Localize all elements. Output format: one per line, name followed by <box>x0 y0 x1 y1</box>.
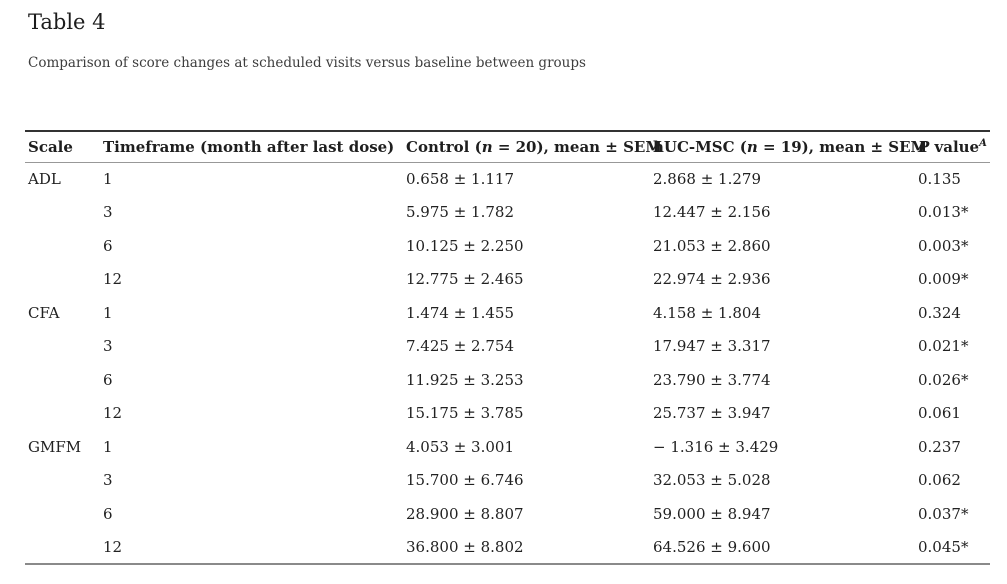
timeframe-cell: 6 <box>103 504 113 523</box>
control-cell: 36.800 ± 8.802 <box>406 537 524 556</box>
pvalue-cell: 0.237 <box>918 437 961 456</box>
timeframe-cell: 1 <box>103 170 113 188</box>
timeframe-cell: 12 <box>103 404 123 423</box>
pvalue-cell: 0.013* <box>918 203 969 222</box>
scale-cell <box>25 330 100 364</box>
timeframe-cell: 6 <box>103 236 113 255</box>
control-cell: 28.900 ± 8.807 <box>406 504 524 523</box>
header-italic-n: n <box>481 137 493 156</box>
header-text: = 19), mean ± SEM <box>757 137 928 156</box>
scale-cell: ADL <box>28 170 61 188</box>
header-text: = 20), mean ± SEM <box>492 137 662 156</box>
pvalue-cell: 0.135 <box>918 170 961 188</box>
hucmsc-cell: 17.947 ± 3.317 <box>653 337 771 356</box>
hucmsc-cell: 22.974 ± 2.936 <box>653 270 771 289</box>
control-cell: 15.175 ± 3.785 <box>406 404 524 423</box>
header-italic-p: P <box>918 137 930 156</box>
timeframe-cell: 1 <box>103 437 113 456</box>
hucmsc-cell: 25.737 ± 3.947 <box>653 404 771 423</box>
header-text: hUC-MSC ( <box>653 137 747 156</box>
hucmsc-cell: 12.447 ± 2.156 <box>653 203 771 222</box>
timeframe-cell: 3 <box>103 471 113 490</box>
table-row: 6 10.125 ± 2.250 21.053 ± 2.860 0.003* <box>25 229 990 263</box>
pvalue-cell: 0.003* <box>918 236 969 255</box>
col-header-timeframe: Timeframe (month after last dose) <box>100 131 403 163</box>
scale-cell: CFA <box>28 303 60 322</box>
table-row: 3 15.700 ± 6.746 32.053 ± 5.028 0.062 <box>25 464 990 498</box>
timeframe-cell: 3 <box>103 203 113 222</box>
table-row: 6 11.925 ± 3.253 23.790 ± 3.774 0.026* <box>25 363 990 397</box>
table-caption: Comparison of score changes at scheduled… <box>28 55 586 71</box>
header-italic-n: n <box>746 137 758 156</box>
pvalue-cell: 0.062 <box>918 471 961 490</box>
pvalue-cell: 0.009* <box>918 270 969 289</box>
pvalue-cell: 0.021* <box>918 337 969 356</box>
table-row: CFA 1 1.474 ± 1.455 4.158 ± 1.804 0.324 <box>25 296 990 330</box>
header-text: Control ( <box>406 137 482 156</box>
control-cell: 1.474 ± 1.455 <box>406 303 514 322</box>
control-cell: 15.700 ± 6.746 <box>406 471 524 490</box>
article-table-section: Table 4 Comparison of score changes at s… <box>25 10 990 565</box>
control-cell: 4.053 ± 3.001 <box>406 437 514 456</box>
scale-cell <box>25 531 100 565</box>
control-cell: 11.925 ± 3.253 <box>406 370 524 389</box>
pvalue-cell: 0.061 <box>918 404 961 423</box>
table-row: 3 5.975 ± 1.782 12.447 ± 2.156 0.013* <box>25 196 990 230</box>
hucmsc-cell: 23.790 ± 3.774 <box>653 370 771 389</box>
col-header-hucmsc: hUC-MSC (n = 19), mean ± SEM <box>650 131 927 163</box>
header-text: value <box>929 137 980 156</box>
hucmsc-cell: 21.053 ± 2.860 <box>653 236 771 255</box>
control-cell: 5.975 ± 1.782 <box>406 203 514 222</box>
timeframe-cell: 6 <box>103 370 113 389</box>
scale-cell <box>25 464 100 498</box>
scale-cell <box>25 397 100 431</box>
table-row: 12 15.175 ± 3.785 25.737 ± 3.947 0.061 <box>25 397 990 431</box>
col-header-scale: Scale <box>25 131 100 163</box>
scale-cell <box>25 497 100 531</box>
hucmsc-cell: 64.526 ± 9.600 <box>653 537 771 556</box>
table-row: 6 28.900 ± 8.807 59.000 ± 8.947 0.037* <box>25 497 990 531</box>
timeframe-cell: 12 <box>103 270 123 289</box>
footnote-marker: A <box>979 137 987 149</box>
table-row: ADL 1 0.658 ± 1.117 2.868 ± 1.279 0.135 <box>25 162 990 196</box>
table-row: 3 7.425 ± 2.754 17.947 ± 3.317 0.021* <box>25 330 990 364</box>
timeframe-cell: 3 <box>103 337 113 356</box>
header-row: Scale Timeframe (month after last dose) … <box>25 131 990 163</box>
timeframe-cell: 12 <box>103 537 123 556</box>
control-cell: 10.125 ± 2.250 <box>406 236 524 255</box>
pvalue-cell: 0.324 <box>918 303 961 322</box>
pvalue-cell: 0.026* <box>918 370 969 389</box>
control-cell: 12.775 ± 2.465 <box>406 270 524 289</box>
hucmsc-cell: 4.158 ± 1.804 <box>653 303 761 322</box>
scale-cell <box>25 363 100 397</box>
scale-cell <box>25 263 100 297</box>
hucmsc-cell: 32.053 ± 5.028 <box>653 471 771 490</box>
control-cell: 7.425 ± 2.754 <box>406 337 514 356</box>
scale-cell <box>25 196 100 230</box>
hucmsc-cell: − 1.316 ± 3.429 <box>653 437 779 456</box>
scale-cell: GMFM <box>28 437 82 456</box>
scale-cell <box>25 229 100 263</box>
timeframe-cell: 1 <box>103 303 113 322</box>
pvalue-cell: 0.045* <box>918 537 969 556</box>
hucmsc-cell: 59.000 ± 8.947 <box>653 504 771 523</box>
col-header-pvalue: P valueA <box>915 131 990 163</box>
pvalue-cell: 0.037* <box>918 504 969 523</box>
table-title: Table 4 <box>28 10 106 34</box>
hucmsc-cell: 2.868 ± 1.279 <box>653 170 761 188</box>
table-row: GMFM 1 4.053 ± 3.001 − 1.316 ± 3.429 0.2… <box>25 430 990 464</box>
data-table: Scale Timeframe (month after last dose) … <box>25 130 990 565</box>
table-row: 12 36.800 ± 8.802 64.526 ± 9.600 0.045* <box>25 531 990 565</box>
col-header-control: Control (n = 20), mean ± SEM <box>403 131 662 163</box>
table-row: 12 12.775 ± 2.465 22.974 ± 2.936 0.009* <box>25 263 990 297</box>
control-cell: 0.658 ± 1.117 <box>406 170 514 188</box>
